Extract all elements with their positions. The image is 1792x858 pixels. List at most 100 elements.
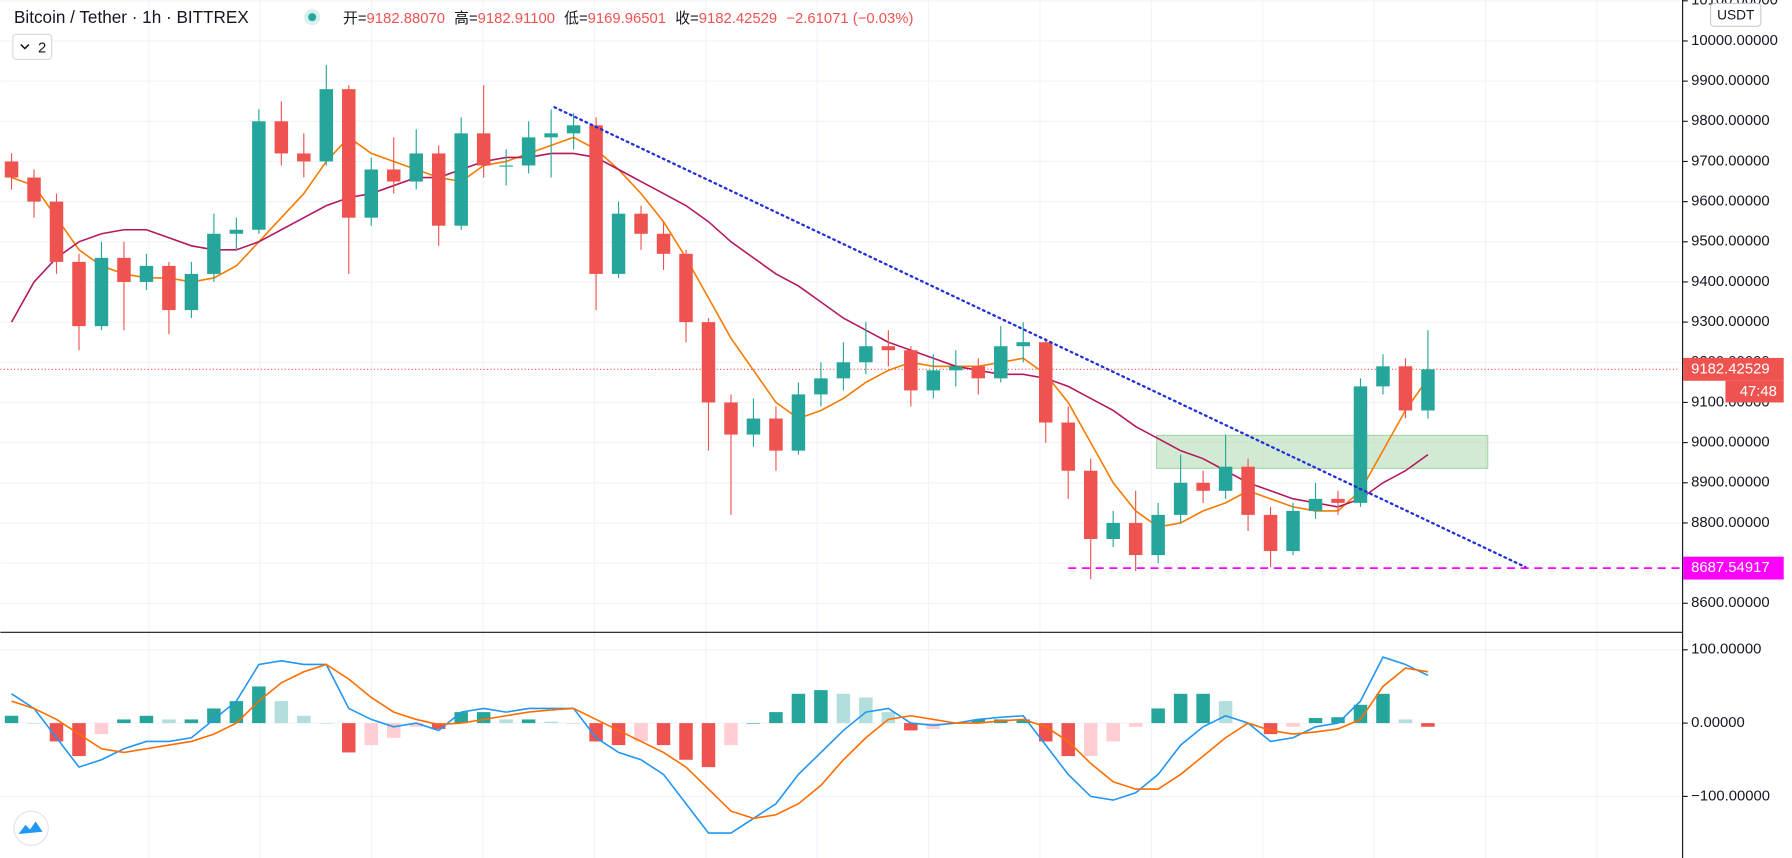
histogram-bar: [521, 719, 536, 724]
candle-body: [139, 265, 154, 282]
histogram-bar: [454, 712, 468, 724]
histogram-bar: [859, 697, 873, 724]
y-tick-label: 9700.00000: [1691, 153, 1769, 169]
candle-body: [1151, 514, 1165, 556]
histogram-bar: [364, 723, 379, 746]
histogram-bar: [971, 719, 986, 724]
histogram-bar: [207, 708, 221, 724]
histogram-bar: [4, 715, 19, 724]
candle-body: [634, 213, 648, 234]
candle-body: [1038, 342, 1053, 423]
ohlc-value: 9182.42529: [699, 11, 777, 27]
trend-line: [553, 106, 1527, 569]
y-tick-label: 8900.00000: [1691, 475, 1769, 491]
histogram-bar: [139, 715, 154, 724]
currency-badge[interactable]: [1710, 2, 1762, 27]
indicator-line: [11, 136, 1429, 528]
histogram-bar: [611, 723, 626, 746]
candle-body: [4, 161, 19, 178]
candle-body: [971, 366, 986, 379]
candle-body: [476, 133, 491, 166]
candle-body: [769, 418, 783, 451]
candle-body: [117, 257, 131, 282]
indicator-toggle[interactable]: [12, 33, 53, 60]
price-badge-label: 9182.42529: [1691, 361, 1769, 377]
level-badge: [1683, 556, 1784, 580]
y-tick-label: 9000.00000: [1691, 435, 1769, 451]
candle-body: [229, 229, 244, 234]
candle-body: [49, 201, 64, 262]
level-badge-label: 8687.54917: [1691, 560, 1769, 576]
histogram-bar: [162, 719, 176, 724]
histogram-bar: [544, 721, 558, 724]
candle-body: [926, 370, 941, 391]
candle-body: [72, 261, 86, 327]
symbol: Bitcoin / Tether · 1h · BITTREX: [14, 7, 249, 27]
price-pane: [0, 0, 1680, 604]
candle-body: [1376, 366, 1390, 387]
histogram-bar: [791, 693, 806, 724]
histogram-bar: [724, 723, 738, 746]
histogram-bar: [881, 712, 896, 724]
histogram-bar: [1376, 693, 1390, 724]
candle-body: [386, 169, 401, 182]
candle-body: [994, 346, 1008, 379]
histogram-bar: [566, 723, 581, 724]
candle-body: [1106, 522, 1120, 540]
histogram-bar: [1173, 693, 1188, 724]
candle-body: [566, 125, 581, 134]
histogram-bar: [1038, 723, 1053, 742]
candle-body: [274, 121, 289, 154]
ohlc-value: 9182.88070: [367, 11, 445, 27]
candle-body: [252, 121, 266, 230]
histogram-bar: [904, 723, 918, 731]
histogram-bar: [476, 712, 491, 724]
currency-label: USDT: [1717, 8, 1755, 23]
candle-body: [611, 213, 626, 274]
candle-body: [454, 133, 468, 226]
indicator-line: [11, 656, 1429, 834]
zone: [1156, 434, 1489, 469]
y-tick-label: 9900.00000: [1691, 73, 1769, 89]
histogram-bar: [319, 723, 334, 724]
candle-body: [746, 418, 761, 435]
indicator-line: [11, 663, 1429, 820]
histogram-bar: [701, 723, 716, 768]
histogram-bar: [1286, 723, 1300, 727]
candle-body: [409, 153, 423, 182]
y-tick-label: 9600.00000: [1691, 194, 1769, 210]
candle-body: [1196, 482, 1210, 491]
ohlc-value: 9182.91100: [478, 11, 555, 27]
status-dot: [308, 13, 317, 22]
candle-body: [724, 402, 738, 435]
histogram-bar: [431, 723, 446, 729]
y-tick-label: 10000.00000: [1691, 33, 1778, 49]
histogram-bar: [1421, 723, 1435, 727]
candle-body: [184, 273, 199, 311]
histogram-bar: [1331, 717, 1345, 724]
histogram-bar: [814, 690, 828, 724]
histogram-bar: [342, 723, 356, 753]
histogram-bar: [656, 723, 671, 746]
candle-body: [297, 153, 311, 162]
indicator-line: [10, 152, 1429, 508]
histogram-bar: [836, 693, 851, 724]
candle-body: [1218, 466, 1233, 491]
candle-body: [679, 253, 693, 323]
candle-body: [1061, 422, 1075, 471]
histogram-bar: [634, 723, 648, 742]
histogram-bar: [409, 723, 423, 727]
histogram-bar: [1353, 704, 1368, 724]
candle-body: [814, 378, 828, 395]
candle-body: [499, 165, 513, 167]
candle-body: [521, 137, 536, 166]
candle-body: [904, 350, 918, 391]
histogram-bar: [1128, 723, 1143, 727]
symbol-title: Bitcoin / Tether · 1h · BITTREX: [14, 7, 249, 27]
toggle-chevron: [20, 43, 30, 50]
candle-body: [94, 257, 109, 327]
histogram-bar: [769, 712, 783, 724]
histogram-bar: [1218, 701, 1233, 724]
histogram-bar: [94, 723, 109, 735]
